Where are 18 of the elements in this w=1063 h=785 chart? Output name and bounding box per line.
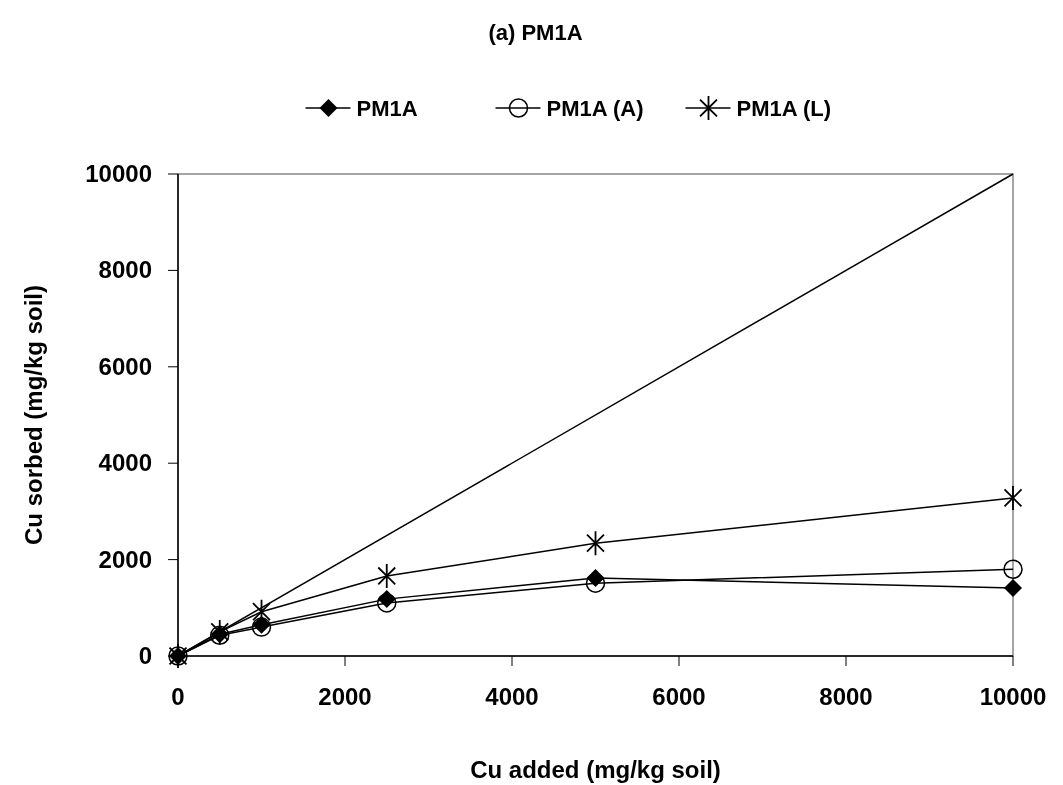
x-tick-label: 8000	[819, 683, 873, 710]
x-tick-label: 10000	[979, 683, 1047, 710]
y-tick-label: 6000	[98, 352, 152, 380]
x-axis-title: Cu added (mg/kg soil)	[470, 756, 721, 783]
y-tick-label: 4000	[98, 449, 152, 477]
x-tick-label: 6000	[652, 683, 706, 710]
x-tick-label: 2000	[318, 683, 372, 710]
legend-label: PM1A (A)	[546, 96, 644, 121]
legend-label: PM1A (L)	[736, 96, 832, 121]
y-tick-label: 10000	[85, 160, 152, 187]
y-tick-label: 2000	[98, 545, 152, 573]
y-tick-label: 8000	[98, 256, 152, 284]
legend-label: PM1A	[356, 96, 418, 121]
y-tick-label: 0	[138, 642, 152, 669]
chart-title: (a) PM1A	[488, 20, 583, 45]
x-tick-label: 4000	[485, 683, 539, 710]
y-axis-title: Cu sorbed (mg/kg soil)	[20, 284, 47, 546]
x-tick-label: 0	[171, 683, 185, 710]
